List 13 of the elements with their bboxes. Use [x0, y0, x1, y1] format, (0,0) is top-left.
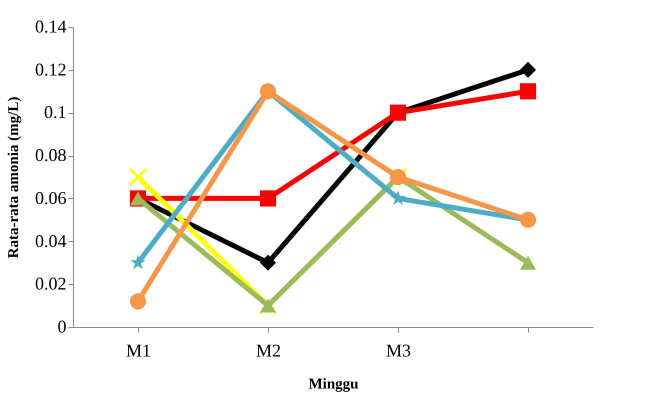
y-axis-title: Rata-rata amonia (mg/L)	[6, 96, 22, 258]
y-tick-label: 0.06	[35, 188, 66, 208]
y-tick-label: 0.08	[35, 145, 66, 166]
x-axis-title: Minggu	[308, 376, 359, 392]
y-tick-label: 0.1	[44, 102, 66, 122]
x-tick-label: M2	[256, 340, 282, 360]
x-tick-label: M3	[386, 340, 412, 360]
y-tick-label: 0	[58, 316, 66, 336]
y-tick-label: 0.12	[35, 59, 66, 80]
y-tick-label: 0.02	[35, 274, 66, 294]
y-tick-label: 0.04	[35, 230, 66, 251]
y-tick-label: 0.14	[35, 16, 66, 36]
x-tick-label: M1	[126, 340, 152, 360]
